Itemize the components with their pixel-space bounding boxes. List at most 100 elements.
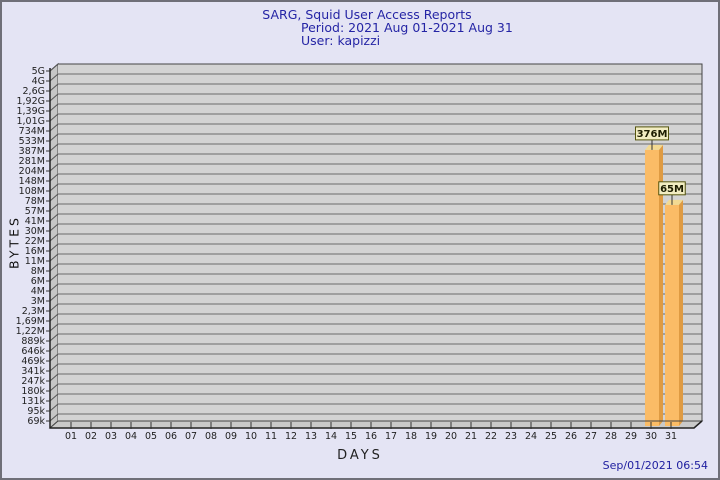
generated-timestamp: Sep/01/2021 06:54 [602, 459, 708, 472]
x-tick-label: 01 [65, 431, 77, 442]
x-tick-label: 03 [105, 431, 117, 442]
wall-diagonal-line [49, 163, 59, 172]
wall-diagonal-line [49, 223, 59, 232]
wall-diagonal-line [49, 273, 59, 282]
y-tick-label: 281M [19, 156, 45, 167]
bars-layer [645, 144, 683, 426]
y-ticks-layer: 5G4G2,6G1,92G1,39G1,01G734M533M387M281M2… [16, 66, 50, 427]
x-tick-label: 29 [625, 431, 637, 442]
x-tick-label: 11 [265, 431, 277, 442]
y-tick-label: 734M [19, 126, 45, 137]
wall-diagonal-line [49, 183, 59, 192]
wall-diagonal-line [49, 93, 59, 102]
wall-diagonal-line [49, 283, 59, 292]
bar-value-label: 376M [637, 129, 668, 140]
y-tick-label: 8M [31, 266, 45, 277]
panel-border [58, 63, 703, 422]
wall-diagonal-line [49, 343, 59, 352]
y-tick-label: 1,22M [16, 326, 45, 337]
wall-diagonal-line [49, 233, 59, 242]
report-title: SARG, Squid User Access Reports [262, 7, 472, 22]
wall-diagonal-line [49, 363, 59, 372]
wall-diagonal-line [49, 63, 59, 72]
y-tick-label: 533M [19, 136, 45, 147]
chart-panel [58, 64, 702, 421]
wall-diagonal-line [49, 193, 59, 202]
wall-diagonal-line [49, 173, 59, 182]
wall-diagonal-line [49, 103, 59, 112]
wall-diagonal-line [49, 253, 59, 262]
x-tick-label: 05 [145, 431, 157, 442]
wall-diagonal-line [49, 153, 59, 162]
gridlines-layer [49, 63, 702, 422]
y-tick-label: 22M [25, 236, 45, 247]
wall-diagonal-line [49, 393, 59, 402]
bar-top [665, 199, 683, 205]
bar-value-label-box [635, 126, 669, 141]
y-tick-label: 247k [21, 376, 45, 387]
wall-diagonal-line [49, 413, 59, 422]
wall-diagonal-line [49, 323, 59, 332]
y-tick-label: 16M [25, 246, 45, 257]
y-tick-label: 11M [25, 256, 45, 267]
x-tick-label: 28 [605, 431, 617, 442]
wall-diagonal-line [49, 213, 59, 222]
x-tick-label: 04 [125, 431, 137, 442]
x-tick-label: 15 [345, 431, 357, 442]
y-tick-label: 4G [32, 76, 45, 87]
wall-diagonal-line [49, 403, 59, 412]
y-tick-label: 6M [31, 276, 45, 287]
wall-diagonal-line [49, 83, 59, 92]
x-tick-label: 25 [545, 431, 557, 442]
y-tick-label: 5G [32, 66, 45, 77]
y-tick-label: 889k [21, 336, 45, 347]
y-tick-label: 95k [27, 406, 45, 417]
y-tick-label: 180k [21, 386, 45, 397]
y-tick-label: 57M [25, 206, 45, 217]
wall-diagonal-line [49, 383, 59, 392]
y-tick-label: 387M [19, 146, 45, 157]
x-tick-label: 07 [185, 431, 197, 442]
x-tick-label: 30 [645, 431, 657, 442]
x-tick-label: 13 [305, 431, 317, 442]
y-tick-label: 1,69M [16, 316, 45, 327]
x-tick-label: 17 [385, 431, 397, 442]
wall-diagonal-line [49, 263, 59, 272]
bar-face [665, 204, 679, 426]
y-tick-label: 148M [19, 176, 45, 187]
wall-diagonal-line [49, 333, 59, 342]
y-tick-label: 4M [31, 286, 45, 297]
wall-diagonal-line [49, 353, 59, 362]
wall-diagonal-line [49, 123, 59, 132]
x-axis-line [50, 420, 703, 429]
chart-floor [48, 420, 704, 429]
y-tick-label: 3M [31, 296, 45, 307]
x-tick-label: 06 [165, 431, 177, 442]
x-tick-label: 12 [285, 431, 297, 442]
wall-diagonal-line [49, 313, 59, 322]
y-tick-label: 341k [21, 366, 45, 377]
bar-face [645, 149, 659, 426]
report-user: User: kapizzi [301, 33, 381, 48]
report-period: Period: 2021 Aug 01-2021 Aug 31 [301, 20, 513, 35]
wall-diagonal-line [49, 243, 59, 252]
y-tick-label: 1,39G [16, 106, 45, 117]
y-tick-label: 69k [27, 416, 45, 427]
x-tick-label: 18 [405, 431, 417, 442]
y-tick-label: 1,92G [16, 96, 45, 107]
wall-diagonal-line [49, 113, 59, 122]
wall-diagonal-line [49, 203, 59, 212]
x-tick-label: 09 [225, 431, 237, 442]
y-tick-label: 78M [25, 196, 45, 207]
x-tick-label: 02 [85, 431, 97, 442]
x-tick-label: 20 [445, 431, 457, 442]
bar-side [679, 199, 683, 426]
x-tick-label: 10 [245, 431, 257, 442]
x-tick-label: 31 [665, 431, 677, 442]
x-ticks-layer: 01 02 03 04 05 06 07 08 09 10 11 12 13 14 15 16 17 18 19 20… [65, 422, 677, 442]
x-tick-label: 26 [565, 431, 577, 442]
y-tick-label: 469k [21, 356, 45, 367]
bar-value-label: 65M [660, 184, 684, 195]
bar-side [659, 144, 663, 426]
